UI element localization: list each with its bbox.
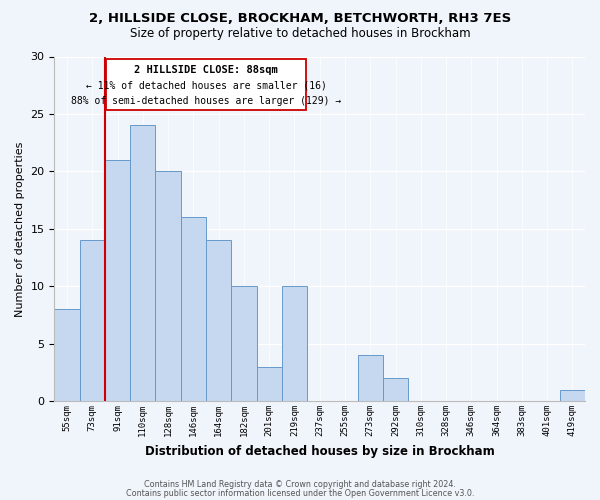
- Text: ← 11% of detached houses are smaller (16): ← 11% of detached houses are smaller (16…: [86, 80, 326, 90]
- Text: 2 HILLSIDE CLOSE: 88sqm: 2 HILLSIDE CLOSE: 88sqm: [134, 64, 278, 74]
- Y-axis label: Number of detached properties: Number of detached properties: [15, 141, 25, 316]
- Text: 2, HILLSIDE CLOSE, BROCKHAM, BETCHWORTH, RH3 7ES: 2, HILLSIDE CLOSE, BROCKHAM, BETCHWORTH,…: [89, 12, 511, 26]
- Bar: [257, 366, 282, 401]
- Bar: [155, 172, 181, 401]
- Text: 88% of semi-detached houses are larger (129) →: 88% of semi-detached houses are larger (…: [71, 96, 341, 106]
- Bar: [130, 126, 155, 401]
- FancyBboxPatch shape: [106, 59, 306, 110]
- Text: Size of property relative to detached houses in Brockham: Size of property relative to detached ho…: [130, 28, 470, 40]
- Bar: [231, 286, 257, 401]
- Bar: [206, 240, 231, 401]
- Bar: [55, 309, 80, 401]
- Text: Contains public sector information licensed under the Open Government Licence v3: Contains public sector information licen…: [126, 488, 474, 498]
- Bar: [80, 240, 105, 401]
- Bar: [358, 355, 383, 401]
- Bar: [181, 218, 206, 401]
- Text: Contains HM Land Registry data © Crown copyright and database right 2024.: Contains HM Land Registry data © Crown c…: [144, 480, 456, 489]
- Bar: [105, 160, 130, 401]
- X-axis label: Distribution of detached houses by size in Brockham: Distribution of detached houses by size …: [145, 444, 494, 458]
- Bar: [282, 286, 307, 401]
- Bar: [383, 378, 408, 401]
- Bar: [560, 390, 585, 401]
